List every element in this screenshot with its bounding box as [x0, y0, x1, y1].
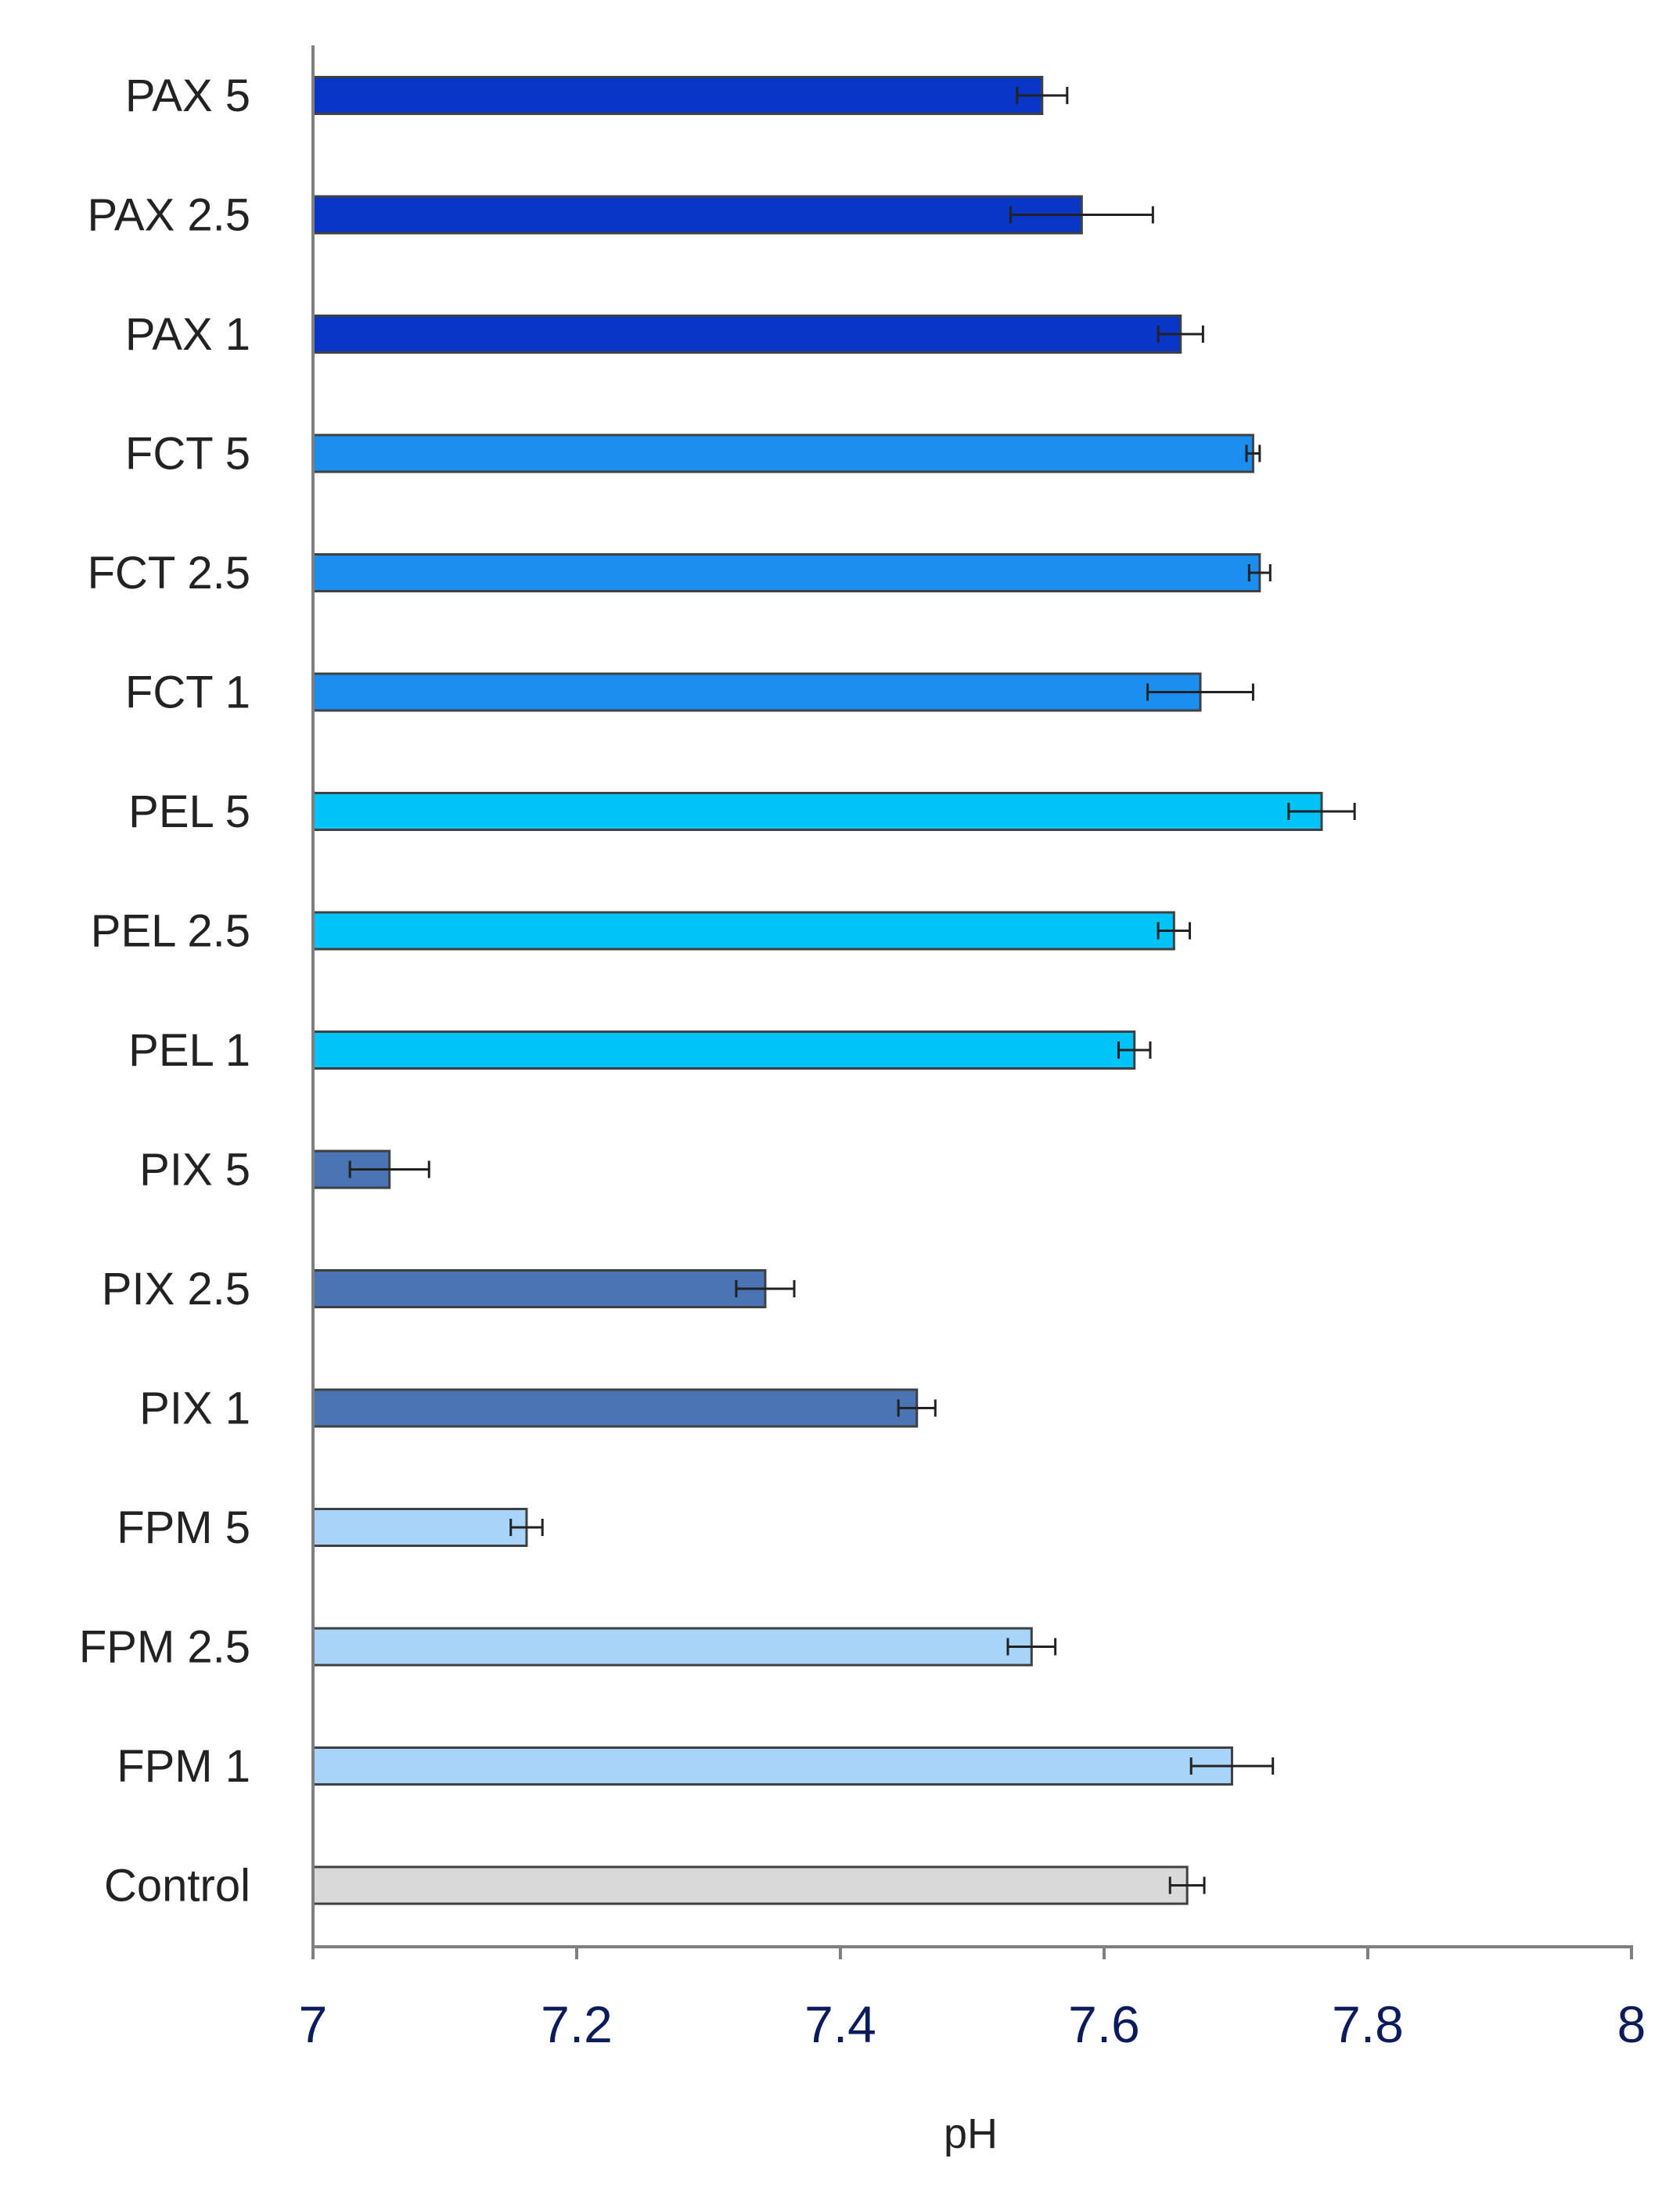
bar-fpm-5 [311, 1508, 528, 1547]
x-tick-label-1: 7.2 [541, 1995, 613, 2053]
bar-pix-1 [311, 1388, 919, 1428]
error-bar-fct-5 [1245, 444, 1261, 462]
bar-control [311, 1865, 1189, 1905]
bar-pel-2-5 [311, 911, 1175, 951]
x-axis-ticks: 7 7.2 7.4 7.6 7.8 8 [299, 1947, 1646, 2053]
bar-fct-2-5 [311, 553, 1261, 592]
category-label-fct-2-5: FCT 2.5 [88, 548, 250, 599]
category-label-pix-5: PIX 5 [139, 1145, 250, 1196]
error-bar-control [1168, 1876, 1206, 1894]
category-label-fpm-5: FPM 5 [117, 1502, 250, 1553]
category-labels: PAX 5 PAX 2.5 PAX 1 FCT 5 FCT 2.5 FCT 1 PEL 5 P… [79, 70, 250, 1912]
error-bar-fct-2-5 [1247, 564, 1272, 581]
category-label-fpm-1: FPM 1 [117, 1741, 250, 1792]
error-bar-pax-1 [1157, 326, 1204, 343]
error-bar-pix-2-5 [735, 1280, 796, 1297]
error-bar-pix-1 [897, 1399, 937, 1417]
error-bar-fpm-1 [1189, 1757, 1275, 1775]
x-tick-label-0: 7 [299, 1995, 328, 2053]
error-bar-fpm-5 [509, 1519, 544, 1536]
error-bar-fpm-2-5 [1006, 1638, 1057, 1656]
bar-pax-1 [311, 315, 1182, 354]
error-bar-fct-1 [1146, 683, 1254, 701]
bars-group [311, 76, 1323, 1905]
category-label-pax-5: PAX 5 [125, 70, 250, 121]
error-bar-pax-5 [1016, 87, 1069, 104]
category-label-pax-2-5: PAX 2.5 [88, 190, 251, 241]
error-bar-pel-1 [1117, 1041, 1152, 1059]
bar-fct-5 [311, 433, 1254, 473]
bar-fct-1 [311, 672, 1202, 712]
x-tick-label-2: 7.4 [804, 1995, 876, 2053]
x-axis-title: pH [944, 2110, 998, 2157]
category-label-pax-1: PAX 1 [125, 309, 250, 360]
category-label-control: Control [104, 1861, 250, 1912]
bar-fpm-2-5 [311, 1627, 1033, 1667]
category-label-pix-1: PIX 1 [139, 1383, 250, 1434]
x-tick-label-3: 7.6 [1068, 1995, 1140, 2053]
category-label-fpm-2-5: FPM 2.5 [79, 1622, 250, 1673]
error-bar-pel-5 [1287, 803, 1356, 820]
error-bar-pax-2-5 [1009, 206, 1154, 224]
category-label-fct-1: FCT 1 [125, 667, 250, 718]
category-label-pel-5: PEL 5 [128, 786, 250, 837]
bar-pel-5 [311, 792, 1323, 831]
x-tick-label-5: 8 [1617, 1995, 1646, 2053]
category-label-pel-1: PEL 1 [128, 1025, 250, 1076]
category-label-fct-5: FCT 5 [125, 429, 250, 480]
bar-pax-2-5 [311, 195, 1083, 235]
error-bar-pix-5 [348, 1160, 430, 1178]
bar-pix-2-5 [311, 1269, 767, 1308]
error-bars-group [348, 87, 1356, 1894]
bar-pax-5 [311, 76, 1044, 115]
category-label-pel-2-5: PEL 2.5 [91, 906, 250, 957]
bar-fpm-1 [311, 1746, 1233, 1786]
bar-pel-1 [311, 1031, 1136, 1070]
x-tick-label-4: 7.8 [1332, 1995, 1404, 2053]
category-label-pix-2-5: PIX 2.5 [102, 1264, 250, 1315]
error-bar-pel-2-5 [1157, 922, 1192, 940]
